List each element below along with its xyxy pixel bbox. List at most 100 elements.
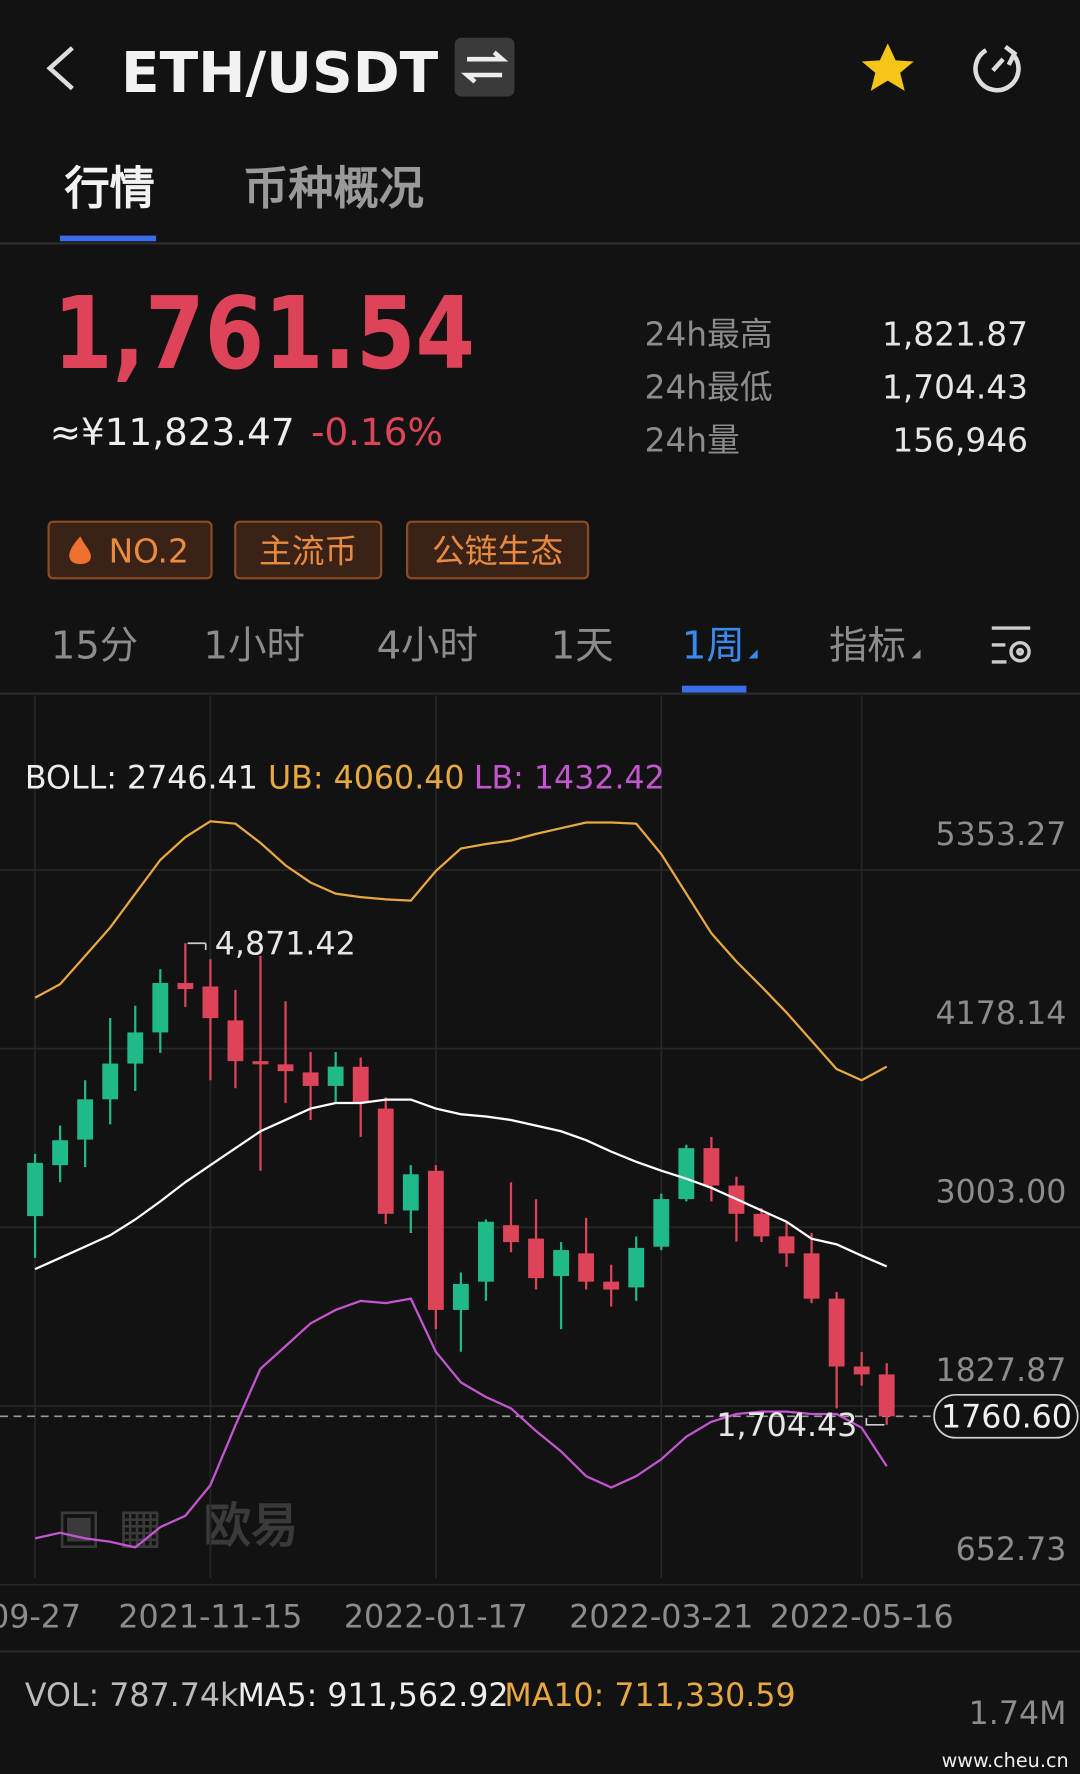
- x-tick-label: 2022-03-21: [569, 1600, 753, 1636]
- tag: 主流币: [259, 532, 357, 570]
- tag-box: [47, 520, 213, 580]
- candle-body: [252, 1061, 269, 1065]
- y-tick-label: 5353.27: [936, 817, 1067, 853]
- logo-watermark: ▣ ▦ 欧易: [57, 1499, 299, 1554]
- candle-body: [528, 1238, 544, 1279]
- candle-body: [152, 982, 169, 1033]
- annotation-label: 1,704.43: [716, 1408, 857, 1444]
- last-price-pill: [933, 1393, 1079, 1439]
- refresh-button[interactable]: [973, 44, 1021, 93]
- x-tick-label: 2021-11-15: [118, 1600, 302, 1636]
- candle-body: [853, 1366, 870, 1375]
- site-watermark: www.cheu.cn: [942, 1749, 1069, 1772]
- candle-body: [377, 1108, 394, 1214]
- y-tick-label: 3003.00: [936, 1174, 1067, 1210]
- last-price-label: 1760.60: [941, 1400, 1072, 1436]
- tag: NO.2: [109, 532, 189, 570]
- swap-button[interactable]: [454, 37, 515, 97]
- dropdown-arrow: [911, 649, 921, 659]
- logo-text: 欧易: [204, 1499, 299, 1554]
- x-tick-label: 2022-01-17: [344, 1600, 528, 1636]
- volume-legend: MA10: 711,330.59: [504, 1678, 795, 1714]
- candle-body: [127, 1032, 144, 1064]
- candle-body: [427, 1170, 444, 1310]
- candle-body: [578, 1253, 595, 1282]
- interval-tab[interactable]: 1天: [551, 624, 614, 669]
- candle-body: [778, 1236, 795, 1254]
- candle-body: [77, 1099, 94, 1140]
- candle-body: [402, 1174, 419, 1211]
- annotation-leader: [187, 942, 207, 951]
- volume-legend: VOL: 787.74k: [25, 1678, 239, 1714]
- y-tick-label: 652.73: [956, 1532, 1067, 1568]
- interval-tab[interactable]: 15分: [51, 624, 138, 669]
- tab[interactable]: 币种概况: [243, 162, 424, 215]
- candle-body: [828, 1298, 845, 1367]
- dropdown-arrow: [748, 649, 758, 659]
- candle-body: [52, 1140, 69, 1166]
- interval-tab[interactable]: 指标: [829, 624, 906, 669]
- interval-tab[interactable]: 4小时: [377, 624, 478, 669]
- interval-tab[interactable]: 1小时: [204, 624, 305, 669]
- y-tick-label: 4178.14: [936, 996, 1067, 1032]
- legend-item: LB: 1432.42: [474, 761, 665, 797]
- tab-indicator: [59, 235, 157, 242]
- candle-body: [452, 1283, 469, 1310]
- stat-value: 1,704.43: [882, 368, 1028, 406]
- candle-body: [277, 1064, 294, 1072]
- stat-label: 24h最高: [645, 315, 773, 353]
- interval-indicator: [681, 685, 747, 693]
- tag: 公链生态: [432, 532, 563, 570]
- candle-body: [878, 1374, 895, 1417]
- annotation-label: 4,871.42: [215, 927, 356, 963]
- candle-body: [678, 1148, 695, 1200]
- candle-body: [102, 1063, 119, 1100]
- stat-value: 1,821.87: [882, 315, 1028, 353]
- tag-box: [234, 520, 383, 580]
- candle-body: [703, 1148, 720, 1186]
- candle-body: [302, 1072, 319, 1086]
- stat-label: 24h最低: [645, 368, 773, 406]
- candle-body: [177, 982, 194, 990]
- flame-icon: [69, 536, 91, 565]
- candle-body: [553, 1250, 570, 1277]
- boll-line: [34, 820, 888, 1082]
- chart-settings[interactable]: [991, 626, 1031, 664]
- stat-label: 24h量: [645, 422, 740, 460]
- candle-body: [503, 1225, 519, 1243]
- back-button[interactable]: [46, 46, 74, 91]
- price-cny: ≈¥11,823.47: [50, 410, 295, 454]
- favorite-star[interactable]: [861, 43, 914, 91]
- y-tick-label: 1827.87: [936, 1353, 1067, 1389]
- candle-body: [327, 1066, 344, 1086]
- price-change: -0.16%: [311, 410, 443, 454]
- candle-body: [478, 1221, 494, 1282]
- candle-body: [653, 1199, 670, 1247]
- candle-body: [753, 1213, 770, 1237]
- candle-body: [803, 1253, 820, 1299]
- last-price: 1,761.54: [53, 277, 475, 392]
- x-tick-label: 09-27: [0, 1600, 81, 1636]
- candle-body: [202, 986, 219, 1019]
- boll-line: [34, 1098, 888, 1271]
- candle-body: [603, 1281, 620, 1290]
- legend-item: UB: 4060.40: [268, 761, 465, 797]
- candle-body: [352, 1066, 369, 1103]
- candle-body: [628, 1247, 645, 1288]
- annotation-leader: [865, 1418, 885, 1426]
- interval-tab[interactable]: 1周: [682, 624, 745, 669]
- candle-body: [27, 1162, 43, 1217]
- stat-value: 156,946: [892, 422, 1028, 460]
- pair-title: ETH/USDT: [121, 41, 439, 106]
- boll-line: [34, 1297, 888, 1549]
- tag-box: [405, 520, 590, 580]
- candle-body: [227, 1020, 244, 1062]
- tab[interactable]: 行情: [64, 162, 154, 215]
- legend-item: BOLL: 2746.41: [25, 761, 258, 797]
- volume-axis-label: 1.74M: [969, 1696, 1067, 1732]
- x-tick-label: 2022-05-16: [770, 1600, 954, 1636]
- volume-legend: MA5: 911,562.92: [237, 1678, 508, 1714]
